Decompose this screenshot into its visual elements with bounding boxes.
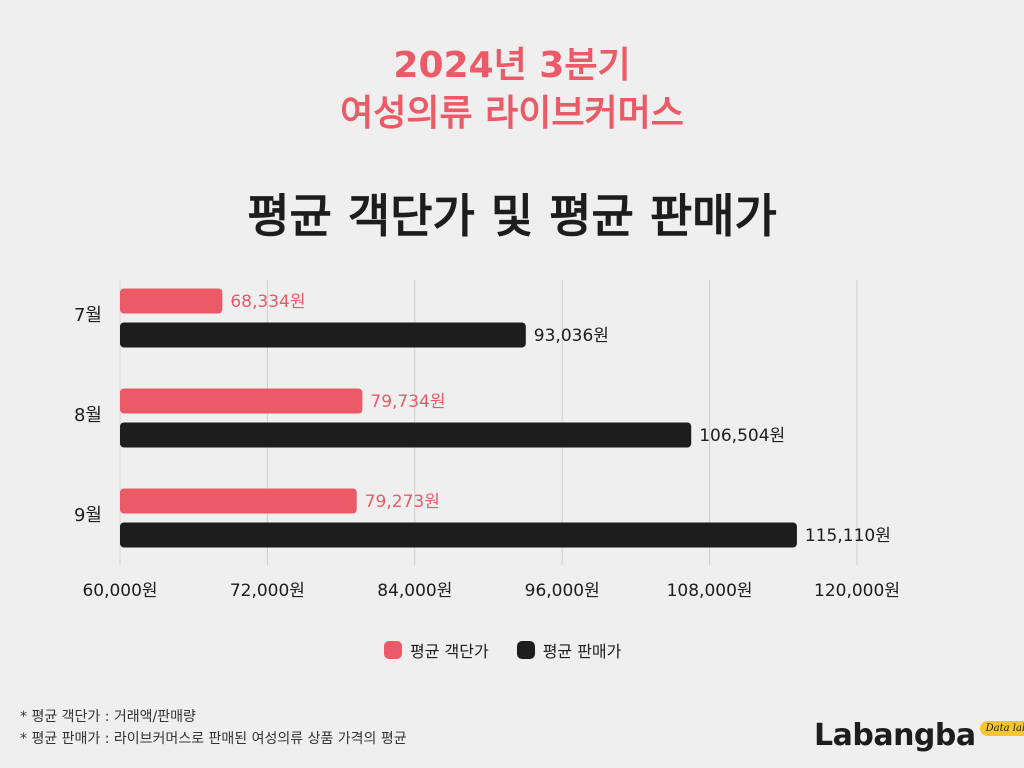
category-label: 9월 [74,505,102,526]
period-title: 2024년 3분기 [393,45,631,86]
footnote-1: * 평균 객단가 : 거래액/판매량 [20,709,196,725]
data-label: 79,273원 [365,492,440,512]
footnote-2: * 평균 판매가 : 라이브커머스로 판매된 여성의류 상품 가격의 평균 [20,731,407,747]
title-block: 2024년 3분기 여성의류 라이브커머스 [0,42,1024,138]
chart-legend: 평균 객단가 평균 판매가 [384,638,621,662]
page-title: 평균 객단가 및 평균 판매가 [247,189,777,243]
data-label: 93,036원 [534,326,609,346]
bar-avg-price [120,322,526,348]
x-tick-label: 60,000원 [82,581,157,601]
data-label: 68,334원 [230,292,305,312]
data-label: 106,504원 [699,426,785,446]
bar-chart: 60,000원 72,000원 84,000원 96,000원 108,000원 120,… [74,280,900,601]
legend-item-avg-price: 평균 판매가 [516,638,622,662]
x-tick-label: 96,000원 [525,581,600,601]
bar-avg-price [120,422,692,448]
x-tick-label: 72,000원 [230,581,305,601]
legend-swatch-pink [384,641,402,659]
x-tick-label: 120,000원 [814,581,900,601]
logo-text: Labangba [814,718,976,753]
legend-label-avg-order: 평균 객단가 [410,642,489,661]
logo-badge: Data lab [979,721,1024,736]
bar-avg-order [120,288,223,314]
legend-label-avg-price: 평균 판매가 [542,642,622,661]
footnotes: * 평균 객단가 : 거래액/판매량 * 평균 판매가 : 라이브커머스로 판매… [20,706,407,750]
data-label: 79,734원 [370,392,445,412]
legend-item-avg-order: 평균 객단가 [384,638,489,662]
bar-avg-price [120,522,797,548]
x-tick-label: 108,000원 [667,581,753,601]
bar-avg-order [120,488,357,514]
bar-avg-order [120,388,363,414]
brand-logo: Labangba Data lab [814,718,1024,753]
x-tick-label: 84,000원 [377,581,452,601]
category-label: 7월 [74,305,102,326]
category-label: 8월 [74,405,102,426]
legend-swatch-dark [516,641,535,659]
data-label: 115,110원 [805,526,891,546]
category-title: 여성의류 라이브커머스 [340,93,684,134]
